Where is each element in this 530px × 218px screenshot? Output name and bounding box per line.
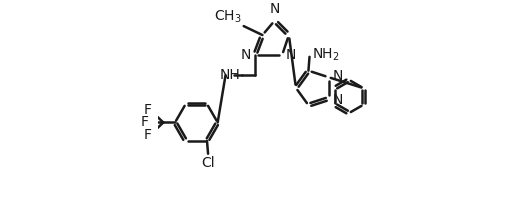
Text: F: F: [140, 116, 148, 129]
Text: N: N: [286, 48, 296, 62]
Text: N: N: [332, 69, 343, 83]
Text: F: F: [144, 103, 152, 117]
Text: F: F: [144, 128, 152, 142]
Text: N: N: [241, 48, 251, 62]
Text: N: N: [332, 93, 343, 107]
Text: N: N: [269, 2, 280, 17]
Text: NH: NH: [219, 68, 240, 82]
Text: CH$_3$: CH$_3$: [214, 9, 242, 25]
Text: Cl: Cl: [201, 156, 215, 170]
Text: NH$_2$: NH$_2$: [312, 46, 339, 63]
